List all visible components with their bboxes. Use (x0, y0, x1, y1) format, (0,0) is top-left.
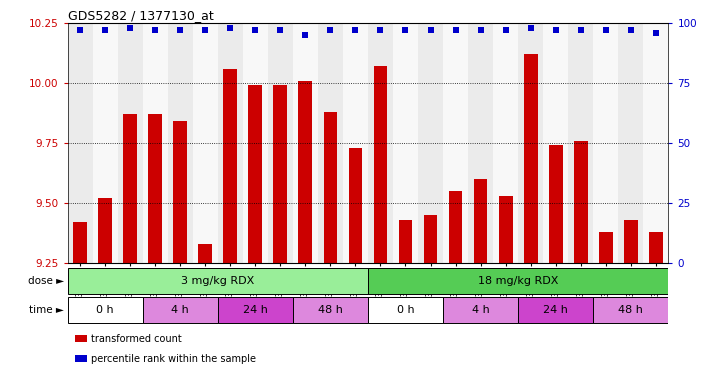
Bar (368, 23, 393, 263)
Bar (268, 23, 293, 263)
Bar (173, 121, 187, 263)
Point (225, 25, 236, 31)
Point (625, 27, 636, 33)
Bar (348, 148, 363, 263)
Bar (568, 23, 593, 263)
Text: 4 h: 4 h (171, 305, 189, 315)
Bar (223, 69, 237, 263)
Bar (117, 23, 143, 263)
Text: 48 h: 48 h (318, 305, 343, 315)
Point (450, 27, 461, 33)
Text: 24 h: 24 h (243, 305, 268, 315)
Bar (92, 23, 117, 263)
Point (124, 25, 136, 31)
Bar (318, 23, 343, 263)
FancyBboxPatch shape (518, 297, 593, 323)
Bar (643, 23, 668, 263)
Bar (293, 23, 318, 263)
Text: 24 h: 24 h (543, 305, 568, 315)
Text: 0 h: 0 h (96, 305, 114, 315)
FancyBboxPatch shape (68, 268, 368, 294)
Bar (549, 146, 562, 263)
Point (200, 27, 211, 33)
Bar (98, 198, 112, 263)
Point (75, 27, 86, 33)
Point (375, 27, 386, 33)
FancyBboxPatch shape (368, 297, 443, 323)
Bar (599, 232, 613, 263)
Point (174, 27, 186, 33)
Point (100, 27, 111, 33)
Bar (343, 23, 368, 263)
Text: percentile rank within the sample: percentile rank within the sample (91, 354, 256, 364)
Bar (424, 215, 437, 263)
Bar (324, 112, 337, 263)
Bar (143, 23, 168, 263)
Bar (468, 23, 493, 263)
Bar (493, 23, 518, 263)
Point (500, 27, 511, 33)
Point (650, 30, 661, 36)
Point (325, 27, 336, 33)
Bar (149, 114, 162, 263)
Text: 0 h: 0 h (397, 305, 415, 315)
Point (400, 27, 411, 33)
Bar (418, 23, 443, 263)
Bar (619, 23, 643, 263)
Point (299, 32, 311, 38)
Point (550, 27, 562, 33)
FancyBboxPatch shape (68, 297, 143, 323)
Bar (218, 23, 242, 263)
FancyBboxPatch shape (218, 297, 293, 323)
Bar (399, 220, 412, 263)
Text: 48 h: 48 h (619, 305, 643, 315)
Bar (248, 85, 262, 263)
Point (575, 27, 587, 33)
Bar (373, 66, 387, 263)
Point (250, 27, 261, 33)
Bar (593, 23, 619, 263)
Bar (524, 54, 538, 263)
FancyBboxPatch shape (593, 297, 668, 323)
Bar (449, 191, 462, 263)
Bar (624, 220, 638, 263)
Bar (123, 114, 137, 263)
Bar (443, 23, 468, 263)
FancyBboxPatch shape (443, 297, 518, 323)
Text: time ►: time ► (29, 305, 64, 315)
Point (274, 27, 286, 33)
Bar (474, 179, 488, 263)
Bar (543, 23, 568, 263)
Bar (518, 23, 543, 263)
Text: 3 mg/kg RDX: 3 mg/kg RDX (181, 276, 255, 286)
Text: 4 h: 4 h (471, 305, 489, 315)
Text: 18 mg/kg RDX: 18 mg/kg RDX (478, 276, 558, 286)
Text: dose ►: dose ► (28, 276, 64, 286)
Text: transformed count: transformed count (91, 334, 182, 344)
Bar (649, 232, 663, 263)
Bar (73, 222, 87, 263)
Point (149, 27, 161, 33)
Bar (168, 23, 193, 263)
Bar (242, 23, 268, 263)
Bar (574, 141, 587, 263)
Text: GDS5282 / 1377130_at: GDS5282 / 1377130_at (68, 9, 213, 22)
Bar (274, 85, 287, 263)
Bar (393, 23, 418, 263)
FancyBboxPatch shape (293, 297, 368, 323)
Point (525, 25, 536, 31)
Point (600, 27, 611, 33)
FancyBboxPatch shape (143, 297, 218, 323)
Bar (193, 23, 218, 263)
Bar (299, 81, 312, 263)
Point (475, 27, 486, 33)
FancyBboxPatch shape (368, 268, 668, 294)
Bar (198, 244, 212, 263)
Bar (498, 196, 513, 263)
Bar (68, 23, 92, 263)
Point (350, 27, 361, 33)
Point (425, 27, 437, 33)
